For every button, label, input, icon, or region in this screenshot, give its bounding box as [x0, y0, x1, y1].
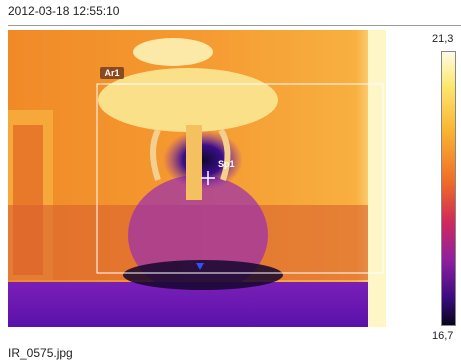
spot-label: Sp1	[218, 159, 235, 169]
timestamp: 2012-03-18 12:55:10	[8, 4, 119, 18]
color-scale	[441, 51, 456, 326]
header-rule	[8, 25, 461, 26]
area-label: Ar1	[104, 68, 119, 78]
page: 2012-03-18 12:55:10 Ar1	[0, 0, 461, 363]
scale-min: 16,7	[432, 330, 453, 342]
scale-max: 21,3	[432, 33, 453, 45]
thermal-image: Ar1 Sp1	[8, 30, 386, 327]
filename: IR_0575.jpg	[8, 346, 73, 360]
